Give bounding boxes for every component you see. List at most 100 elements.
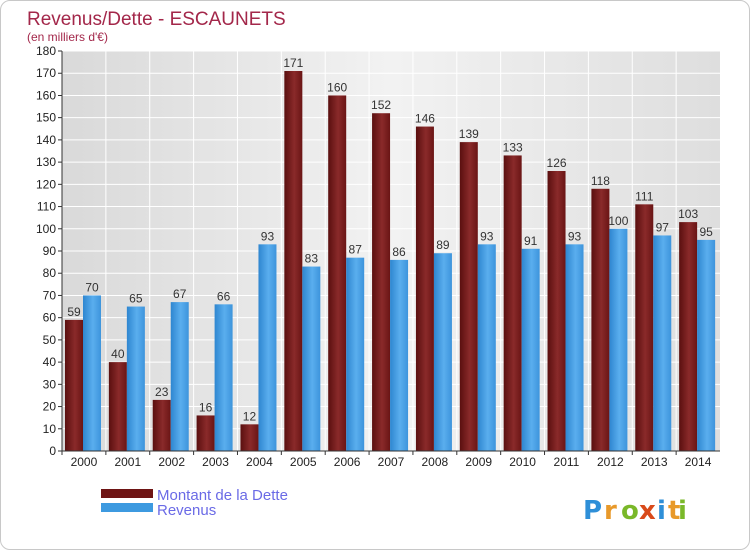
legend-swatch-revenus (101, 503, 153, 512)
bar-revenus-2011 (565, 244, 584, 451)
labels: 0 10 20 30 40 50 60 70 80 90 100 110 120 130 140 150 160… (36, 44, 713, 469)
value-label-revenus-2005: 83 (305, 252, 319, 266)
x-tick-label-2013: 2013 (641, 455, 668, 469)
bar-dette-2005 (284, 71, 303, 451)
value-label-dette-2004: 12 (243, 409, 257, 423)
bar-dette-2001 (108, 362, 127, 451)
legend-swatch-dette (101, 489, 153, 498)
y-tick-label-90: 90 (43, 244, 57, 258)
value-label-revenus-2007: 86 (392, 245, 406, 259)
value-label-revenus-2014: 95 (699, 225, 713, 239)
logo-letter-3: x (639, 496, 656, 526)
logo-letter-1: r (604, 496, 617, 526)
y-tick-label-180: 180 (36, 44, 56, 58)
x-tick-label-2001: 2001 (114, 455, 141, 469)
bar-revenus-2008 (433, 253, 452, 451)
value-label-revenus-2008: 89 (436, 238, 450, 252)
y-tick-label-30: 30 (43, 377, 57, 391)
value-label-revenus-2012: 100 (608, 214, 628, 228)
value-label-dette-2010: 133 (503, 140, 523, 154)
chart-title: Revenus/Dette - ESCAUNETS (27, 9, 286, 30)
x-tick-label-2010: 2010 (509, 455, 536, 469)
x-tick-label-2008: 2008 (422, 455, 449, 469)
value-label-dette-2011: 126 (547, 156, 567, 170)
value-label-revenus-2004: 93 (261, 229, 275, 243)
bar-revenus-2000 (83, 295, 101, 451)
bar-revenus-2001 (126, 306, 145, 451)
value-label-revenus-2001: 65 (129, 292, 143, 306)
y-tick-label-10: 10 (43, 422, 57, 436)
bars (65, 71, 716, 452)
y-tick-label-160: 160 (36, 88, 56, 102)
bar-revenus-2002 (170, 302, 189, 451)
bar-revenus-2012 (609, 228, 628, 451)
y-tick-label-40: 40 (43, 355, 57, 369)
logo-letter-2: o (621, 496, 639, 526)
bar-revenus-2010 (521, 248, 540, 451)
y-tick-label-70: 70 (43, 288, 57, 302)
bar-dette-2004 (240, 424, 259, 451)
legend-label-revenus: Revenus (157, 502, 216, 519)
value-label-revenus-2000: 70 (85, 280, 99, 294)
bar-dette-2009 (459, 142, 478, 451)
bar-revenus-2013 (653, 235, 672, 451)
value-label-revenus-2010: 91 (524, 234, 538, 248)
value-label-dette-2009: 139 (459, 127, 479, 141)
bar-revenus-2009 (477, 244, 496, 451)
x-tick-label-2011: 2011 (554, 455, 580, 469)
value-label-revenus-2006: 87 (349, 243, 363, 257)
y-tick-label-170: 170 (36, 66, 56, 80)
bar-revenus-2014 (697, 239, 716, 451)
axes (58, 50, 720, 455)
y-tick-label-0: 0 (49, 444, 56, 458)
y-tick-label-60: 60 (43, 311, 57, 325)
bar-dette-2008 (415, 126, 434, 452)
value-label-dette-2007: 152 (371, 98, 391, 112)
y-tick-label-140: 140 (36, 133, 56, 147)
x-tick-label-2002: 2002 (158, 455, 185, 469)
bar-dette-2012 (591, 188, 610, 451)
bar-dette-2002 (152, 399, 171, 451)
y-tick-label-130: 130 (36, 155, 56, 169)
bar-revenus-2004 (258, 244, 277, 451)
value-label-dette-2005: 171 (283, 56, 303, 70)
y-tick-label-150: 150 (36, 111, 56, 125)
value-label-dette-2002: 23 (155, 385, 169, 399)
bar-revenus-2007 (390, 259, 409, 451)
bar-dette-2010 (503, 155, 522, 451)
legend-label-dette: Montant de la Dette (157, 487, 288, 504)
logo-letter-6: i (678, 496, 687, 526)
value-label-revenus-2009: 93 (480, 229, 494, 243)
value-label-revenus-2003: 66 (217, 289, 231, 303)
value-label-dette-2012: 118 (591, 174, 610, 188)
value-label-dette-2013: 111 (635, 189, 654, 203)
value-label-dette-2006: 160 (327, 80, 347, 94)
y-tick-label-110: 110 (37, 200, 56, 214)
logo-letter-5: t (668, 496, 680, 526)
bar-dette-2011 (547, 171, 566, 451)
legend: Montant de la Dette Revenus (101, 487, 288, 519)
x-tick-label-2004: 2004 (246, 455, 273, 469)
x-tick-label-2007: 2007 (378, 455, 405, 469)
logo-letter-0: P (583, 496, 602, 526)
x-tick-label-2012: 2012 (597, 455, 624, 469)
value-label-revenus-2011: 93 (568, 229, 582, 243)
value-label-dette-2000: 59 (67, 305, 81, 319)
x-tick-label-2006: 2006 (334, 455, 361, 469)
y-tick-label-80: 80 (43, 266, 57, 280)
value-label-dette-2003: 16 (199, 400, 213, 414)
bar-dette-2006 (328, 95, 347, 451)
logo-letter-4: i (657, 496, 666, 526)
bar-revenus-2006 (346, 257, 365, 451)
y-tick-label-20: 20 (43, 400, 57, 414)
x-tick-label-2014: 2014 (685, 455, 712, 469)
x-tick-label-2000: 2000 (71, 455, 98, 469)
chart-subtitle: (en milliers d'€) (27, 30, 108, 44)
value-label-dette-2008: 146 (415, 112, 435, 126)
value-label-revenus-2013: 97 (656, 220, 670, 234)
y-tick-label-50: 50 (43, 333, 57, 347)
x-tick-label-2009: 2009 (465, 455, 492, 469)
